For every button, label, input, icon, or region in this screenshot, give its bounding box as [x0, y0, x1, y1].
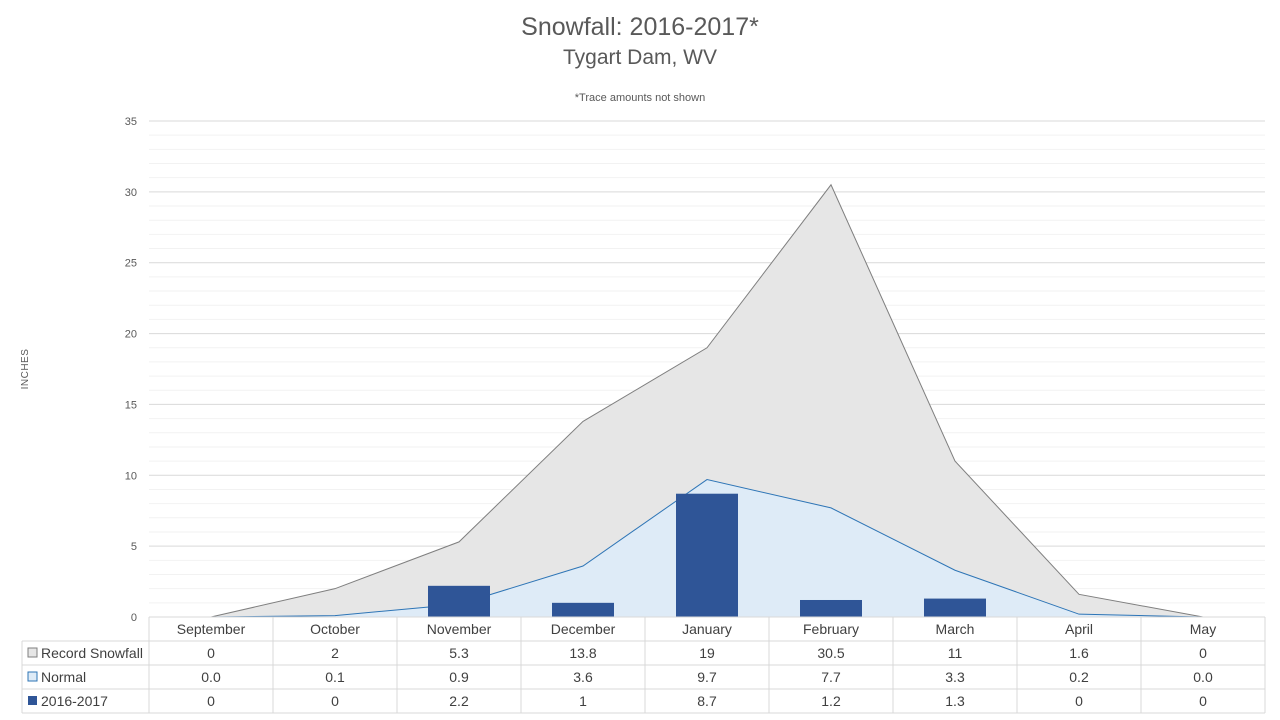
y-tick-label: 5 — [131, 541, 137, 553]
bar-series — [428, 493, 986, 617]
legend-label: Normal — [41, 669, 86, 685]
legend-key-normal — [27, 671, 38, 682]
y-axis-ticks: 0 5 10 15 20 25 30 35 — [125, 116, 137, 624]
table-cell: 8.7 — [697, 693, 717, 709]
table-cell: 0 — [331, 693, 339, 709]
table-cell: 13.8 — [569, 645, 596, 661]
legend-key-2016-2017 — [28, 696, 37, 705]
table-cell: 0.9 — [449, 669, 469, 685]
table-cell: 0 — [1075, 693, 1083, 709]
category-label: October — [310, 621, 360, 637]
category-label: May — [1190, 621, 1216, 637]
category-label: November — [427, 621, 492, 637]
category-label: February — [803, 621, 859, 637]
bar-november — [428, 585, 490, 617]
category-label: March — [936, 621, 975, 637]
table-cell: 7.7 — [821, 669, 841, 685]
y-tick-label: 35 — [125, 116, 137, 128]
table-cell: 0 — [207, 693, 215, 709]
table-cell: 1.6 — [1069, 645, 1089, 661]
y-tick-label: 30 — [125, 187, 137, 199]
bar-january — [676, 493, 738, 617]
area-record-snowfall — [211, 184, 1203, 617]
table-cell: 0 — [1199, 693, 1207, 709]
table-cell: 1.3 — [945, 693, 965, 709]
data-table: September October November December January F… — [21, 616, 1266, 714]
area-outline-record-snowfall — [210, 183, 1204, 618]
table-cell: 0 — [1199, 645, 1207, 661]
y-tick-label: 15 — [125, 399, 137, 411]
table-cell: 1.2 — [821, 693, 841, 709]
chart-subtitle: Tygart Dam, WV — [563, 46, 717, 69]
table-cell: 9.7 — [697, 669, 717, 685]
category-label: September — [177, 621, 246, 637]
legend-label: 2016-2017 — [41, 693, 108, 709]
table-cell: 0 — [207, 645, 215, 661]
area-outline-normal — [210, 479, 1204, 618]
table-cell: 5.3 — [449, 645, 469, 661]
category-label: April — [1065, 621, 1093, 637]
y-tick-label: 25 — [125, 258, 137, 270]
table-cell: 19 — [699, 645, 715, 661]
legend-key-record-snowfall — [27, 647, 38, 658]
y-tick-label: 10 — [125, 470, 137, 482]
chart-note: *Trace amounts not shown — [575, 92, 705, 104]
bar-march — [924, 598, 986, 617]
table-cell: 0.0 — [1193, 669, 1213, 685]
legend-label: Record Snowfall — [41, 645, 143, 661]
y-tick-label: 0 — [131, 612, 137, 624]
chart-title: Snowfall: 2016-2017* — [521, 13, 759, 41]
table-cell: 11 — [948, 645, 963, 661]
table-cell: 0.0 — [201, 669, 221, 685]
table-cell: 0.2 — [1069, 669, 1089, 685]
category-label: January — [682, 621, 732, 637]
table-cell: 30.5 — [817, 645, 844, 661]
table-cell: 0.1 — [325, 669, 345, 685]
bar-february — [800, 599, 862, 617]
y-axis-label: INCHES — [20, 349, 31, 390]
table-cell: 1 — [579, 693, 587, 709]
category-label: December — [551, 621, 616, 637]
bar-december — [552, 602, 614, 617]
table-cell: 3.6 — [573, 669, 593, 685]
table-cell: 2.2 — [449, 693, 469, 709]
y-tick-label: 20 — [125, 329, 137, 341]
table-cell: 3.3 — [945, 669, 965, 685]
table-cell: 2 — [331, 645, 339, 661]
